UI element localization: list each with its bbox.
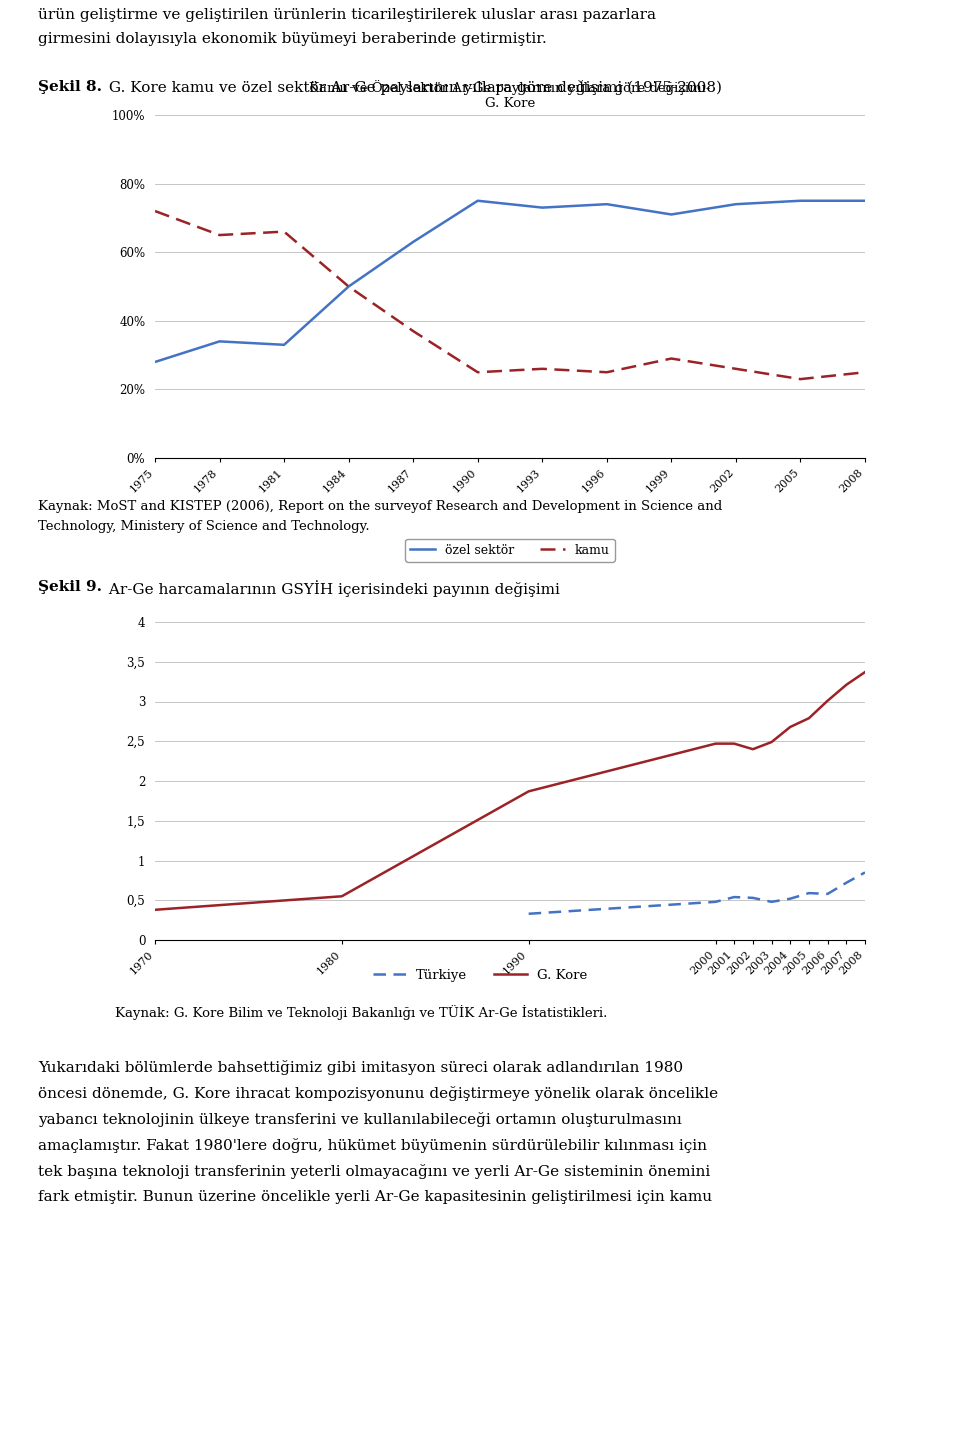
Text: öncesi dönemde, G. Kore ihracat kompozisyonunu değiştirmeye yönelik olarak öncel: öncesi dönemde, G. Kore ihracat kompozis… bbox=[38, 1086, 718, 1101]
Text: yabancı teknolojinin ülkeye transferini ve kullanılabileceği ortamın oluşturulma: yabancı teknolojinin ülkeye transferini … bbox=[38, 1112, 683, 1127]
Text: ürün geliştirme ve geliştirilen ürünlerin ticarileştirilerek uluslar arası pazar: ürün geliştirme ve geliştirilen ürünleri… bbox=[38, 9, 657, 22]
Text: girmesini dolayısıyla ekonomik büyümeyi beraberinde getirmiştir.: girmesini dolayısıyla ekonomik büyümeyi … bbox=[38, 32, 547, 47]
Text: Kaynak: G. Kore Bilim ve Teknoloji Bakanlığı ve TÜİK Ar-Ge İstatistikleri.: Kaynak: G. Kore Bilim ve Teknoloji Bakan… bbox=[115, 1005, 608, 1021]
Text: tek başına teknoloji transferinin yeterli olmayacağını ve yerli Ar-Ge sisteminin: tek başına teknoloji transferinin yeterl… bbox=[38, 1165, 710, 1179]
Text: Technology, Ministery of Science and Technology.: Technology, Ministery of Science and Tec… bbox=[38, 521, 370, 534]
Title: Kamu ve Özel sektör Ar-Ge paylarının yıllara göre değişimi-
G. Kore: Kamu ve Özel sektör Ar-Ge paylarının yıl… bbox=[309, 80, 710, 109]
Text: fark etmiştir. Bunun üzerine öncelikle yerli Ar-Ge kapasitesinin geliştirilmesi : fark etmiştir. Bunun üzerine öncelikle y… bbox=[38, 1189, 712, 1204]
Text: Yukarıdaki bölümlerde bahsettiğimiz gibi imitasyon süreci olarak adlandırılan 19: Yukarıdaki bölümlerde bahsettiğimiz gibi… bbox=[38, 1060, 684, 1075]
Text: Kaynak: MoST and KISTEP (2006), Report on the surveyof Research and Development : Kaynak: MoST and KISTEP (2006), Report o… bbox=[38, 500, 723, 513]
Text: Ar-Ge harcamalarının GSYİH içerisindeki payının değişimi: Ar-Ge harcamalarının GSYİH içerisindeki … bbox=[104, 580, 560, 596]
Legend: Türkiye, G. Kore: Türkiye, G. Kore bbox=[368, 964, 592, 987]
Legend: özel sektör, kamu: özel sektör, kamu bbox=[405, 538, 614, 561]
Text: amaçlamıştır. Fakat 1980'lere doğru, hükümet büyümenin sürdürülebilir kılınması : amaçlamıştır. Fakat 1980'lere doğru, hük… bbox=[38, 1138, 708, 1153]
Text: G. Kore kamu ve özel sektör Ar-Ge paylarının yıllara göre değişimi (1975-2008): G. Kore kamu ve özel sektör Ar-Ge paylar… bbox=[104, 80, 722, 95]
Text: Şekil 8.: Şekil 8. bbox=[38, 80, 103, 95]
Text: Şekil 9.: Şekil 9. bbox=[38, 580, 103, 595]
